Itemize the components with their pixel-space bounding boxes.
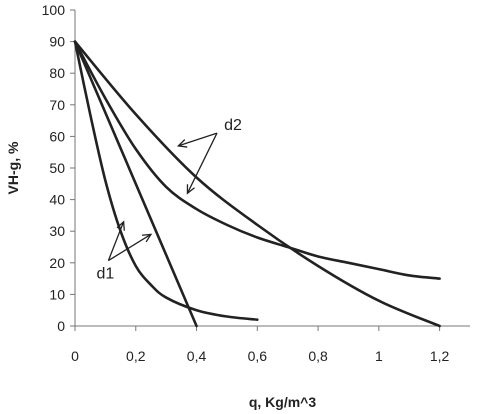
- x-tick-label: 0,8: [308, 348, 328, 364]
- y-tick-label: 100: [42, 2, 66, 18]
- y-tick-label: 60: [49, 128, 65, 144]
- annotation-arrow-line: [107, 221, 125, 261]
- annotation-label-d2: d2: [224, 117, 242, 134]
- y-tick-label: 10: [49, 286, 65, 302]
- x-tick-label: 1: [375, 348, 383, 364]
- annotation-label-d1: d1: [96, 266, 114, 283]
- x-axis-title: q, Kg/m^3: [249, 394, 317, 410]
- x-tick-label: 1,2: [430, 348, 450, 364]
- annotation-arrow-line: [178, 132, 218, 147]
- series-line-d2-3: [73, 40, 441, 328]
- annotation-layer: d1 d2: [96, 117, 242, 283]
- x-tick-label: 0,2: [126, 348, 146, 364]
- series-layer: [73, 40, 441, 328]
- x-tick-label: 0: [71, 348, 79, 364]
- y-tick-label: 40: [49, 192, 65, 208]
- axes: [74, 10, 470, 327]
- annotation-arrow-line: [186, 132, 218, 194]
- series-line-d1-2: [73, 40, 259, 321]
- y-tick-label: 90: [49, 34, 65, 50]
- y-tick-label: 70: [49, 97, 65, 113]
- annotation-arrowhead: [116, 220, 125, 231]
- x-tick-label: 0,6: [248, 348, 268, 364]
- annotation-arrowhead: [141, 233, 153, 243]
- ticks: 0 10 20 30 40 50 60 70 80 90 100 0 0,2 0,4 0,6 0,8 1 1,2: [42, 2, 450, 364]
- annotation-arrowhead: [186, 184, 195, 195]
- x-tick-label: 0,4: [187, 348, 207, 364]
- series-line-d1-1: [73, 40, 198, 328]
- series-line-d2-4: [73, 40, 441, 280]
- annotation-arrowhead: [176, 139, 188, 148]
- y-tick-label: 80: [49, 65, 65, 81]
- y-axis-title: VH-g, %: [5, 141, 21, 194]
- y-tick-label: 20: [49, 255, 65, 271]
- y-tick-label: 0: [57, 318, 65, 334]
- y-tick-label: 50: [49, 160, 65, 176]
- y-tick-label: 30: [49, 223, 65, 239]
- annotation-arrow-line: [108, 233, 152, 262]
